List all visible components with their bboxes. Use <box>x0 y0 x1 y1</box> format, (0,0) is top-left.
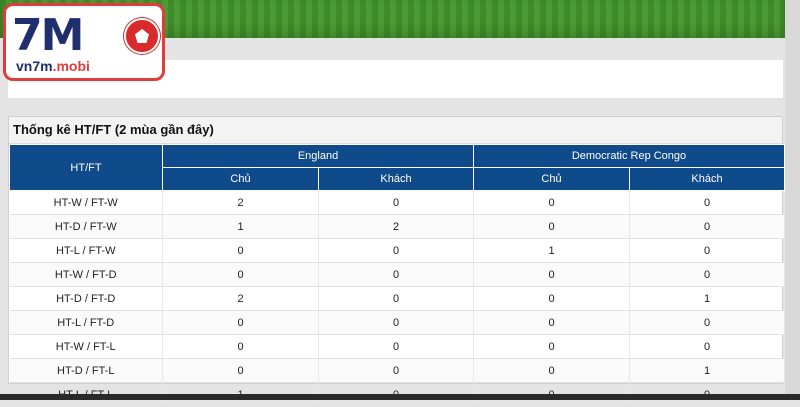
cell-value: 0 <box>318 262 474 287</box>
logo-text-main: vn7m <box>16 58 53 74</box>
cell-value: 0 <box>629 310 785 335</box>
cell-value: 0 <box>473 286 630 311</box>
htft-stats-panel: Thống kê HT/FT (2 mùa gần đây) HT/FT Eng… <box>8 116 785 407</box>
sub-header-away: Khách <box>318 167 474 191</box>
row-label: HT-W / FT-D <box>9 262 163 287</box>
cell-value: 0 <box>473 334 630 359</box>
logo-text: vn7m.mobi <box>16 58 90 74</box>
table-row: HT-W / FT-W 2 0 0 0 <box>9 190 785 215</box>
htft-table: HT/FT England Democratic Rep Congo Chủ K… <box>9 144 785 407</box>
cell-value: 0 <box>473 262 630 287</box>
table-row: HT-W / FT-L 0 0 0 0 <box>9 334 785 359</box>
cell-value: 0 <box>629 262 785 287</box>
table-row: HT-L / FT-D 0 0 0 0 <box>9 310 785 335</box>
row-label: HT-D / FT-W <box>9 214 163 239</box>
table-row: HT-D / FT-L 0 0 0 1 <box>9 358 785 383</box>
cell-value: 0 <box>318 286 474 311</box>
row-label: HT-W / FT-L <box>9 334 163 359</box>
cell-value: 2 <box>162 190 319 215</box>
cell-value: 0 <box>473 190 630 215</box>
row-label: HT-D / FT-L <box>9 358 163 383</box>
row-label: HT-L / FT-D <box>9 310 163 335</box>
logo-mark: 7M <box>12 10 84 61</box>
cell-value: 0 <box>318 190 474 215</box>
logo-text-domain: .mobi <box>52 58 90 74</box>
cell-value: 0 <box>318 310 474 335</box>
team-header-england: England <box>162 144 474 168</box>
cell-value: 0 <box>473 358 630 383</box>
sub-header-home: Chủ <box>473 167 630 191</box>
row-label: HT-D / FT-D <box>9 286 163 311</box>
cell-value: 0 <box>629 334 785 359</box>
panel-title: Thống kê HT/FT (2 mùa gần đây) <box>9 117 782 144</box>
cell-value: 0 <box>162 238 319 263</box>
sub-header-home: Chủ <box>162 167 319 191</box>
cell-value: 0 <box>473 310 630 335</box>
soccer-ball-icon <box>124 18 160 54</box>
sub-header-away: Khách <box>629 167 785 191</box>
cell-value: 0 <box>629 238 785 263</box>
row-label: HT-L / FT-W <box>9 238 163 263</box>
team-header-congo: Democratic Rep Congo <box>473 144 785 168</box>
cell-value: 1 <box>629 358 785 383</box>
row-label: HT-W / FT-W <box>9 190 163 215</box>
table-row: HT-L / FT-W 0 0 1 0 <box>9 238 785 263</box>
bottom-bar <box>0 394 800 400</box>
site-logo[interactable]: 7M vn7m.mobi <box>3 3 165 81</box>
table-row: HT-D / FT-D 2 0 0 1 <box>9 286 785 311</box>
cell-value: 1 <box>162 214 319 239</box>
cell-value: 1 <box>473 238 630 263</box>
cell-value: 2 <box>318 214 474 239</box>
cell-value: 1 <box>629 286 785 311</box>
cell-value: 0 <box>473 214 630 239</box>
cell-value: 0 <box>629 214 785 239</box>
cell-value: 0 <box>162 358 319 383</box>
cell-value: 0 <box>318 358 474 383</box>
cell-value: 0 <box>162 334 319 359</box>
cell-value: 0 <box>318 334 474 359</box>
scrollbar[interactable] <box>785 0 800 400</box>
corner-header: HT/FT <box>9 144 163 191</box>
cell-value: 0 <box>162 310 319 335</box>
cell-value: 0 <box>162 262 319 287</box>
cell-value: 0 <box>629 190 785 215</box>
table-row: HT-D / FT-W 1 2 0 0 <box>9 214 785 239</box>
cell-value: 0 <box>318 238 474 263</box>
table-row: HT-W / FT-D 0 0 0 0 <box>9 262 785 287</box>
cell-value: 2 <box>162 286 319 311</box>
